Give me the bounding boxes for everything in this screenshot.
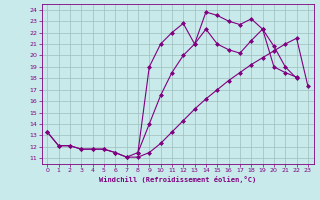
X-axis label: Windchill (Refroidissement éolien,°C): Windchill (Refroidissement éolien,°C) (99, 176, 256, 183)
